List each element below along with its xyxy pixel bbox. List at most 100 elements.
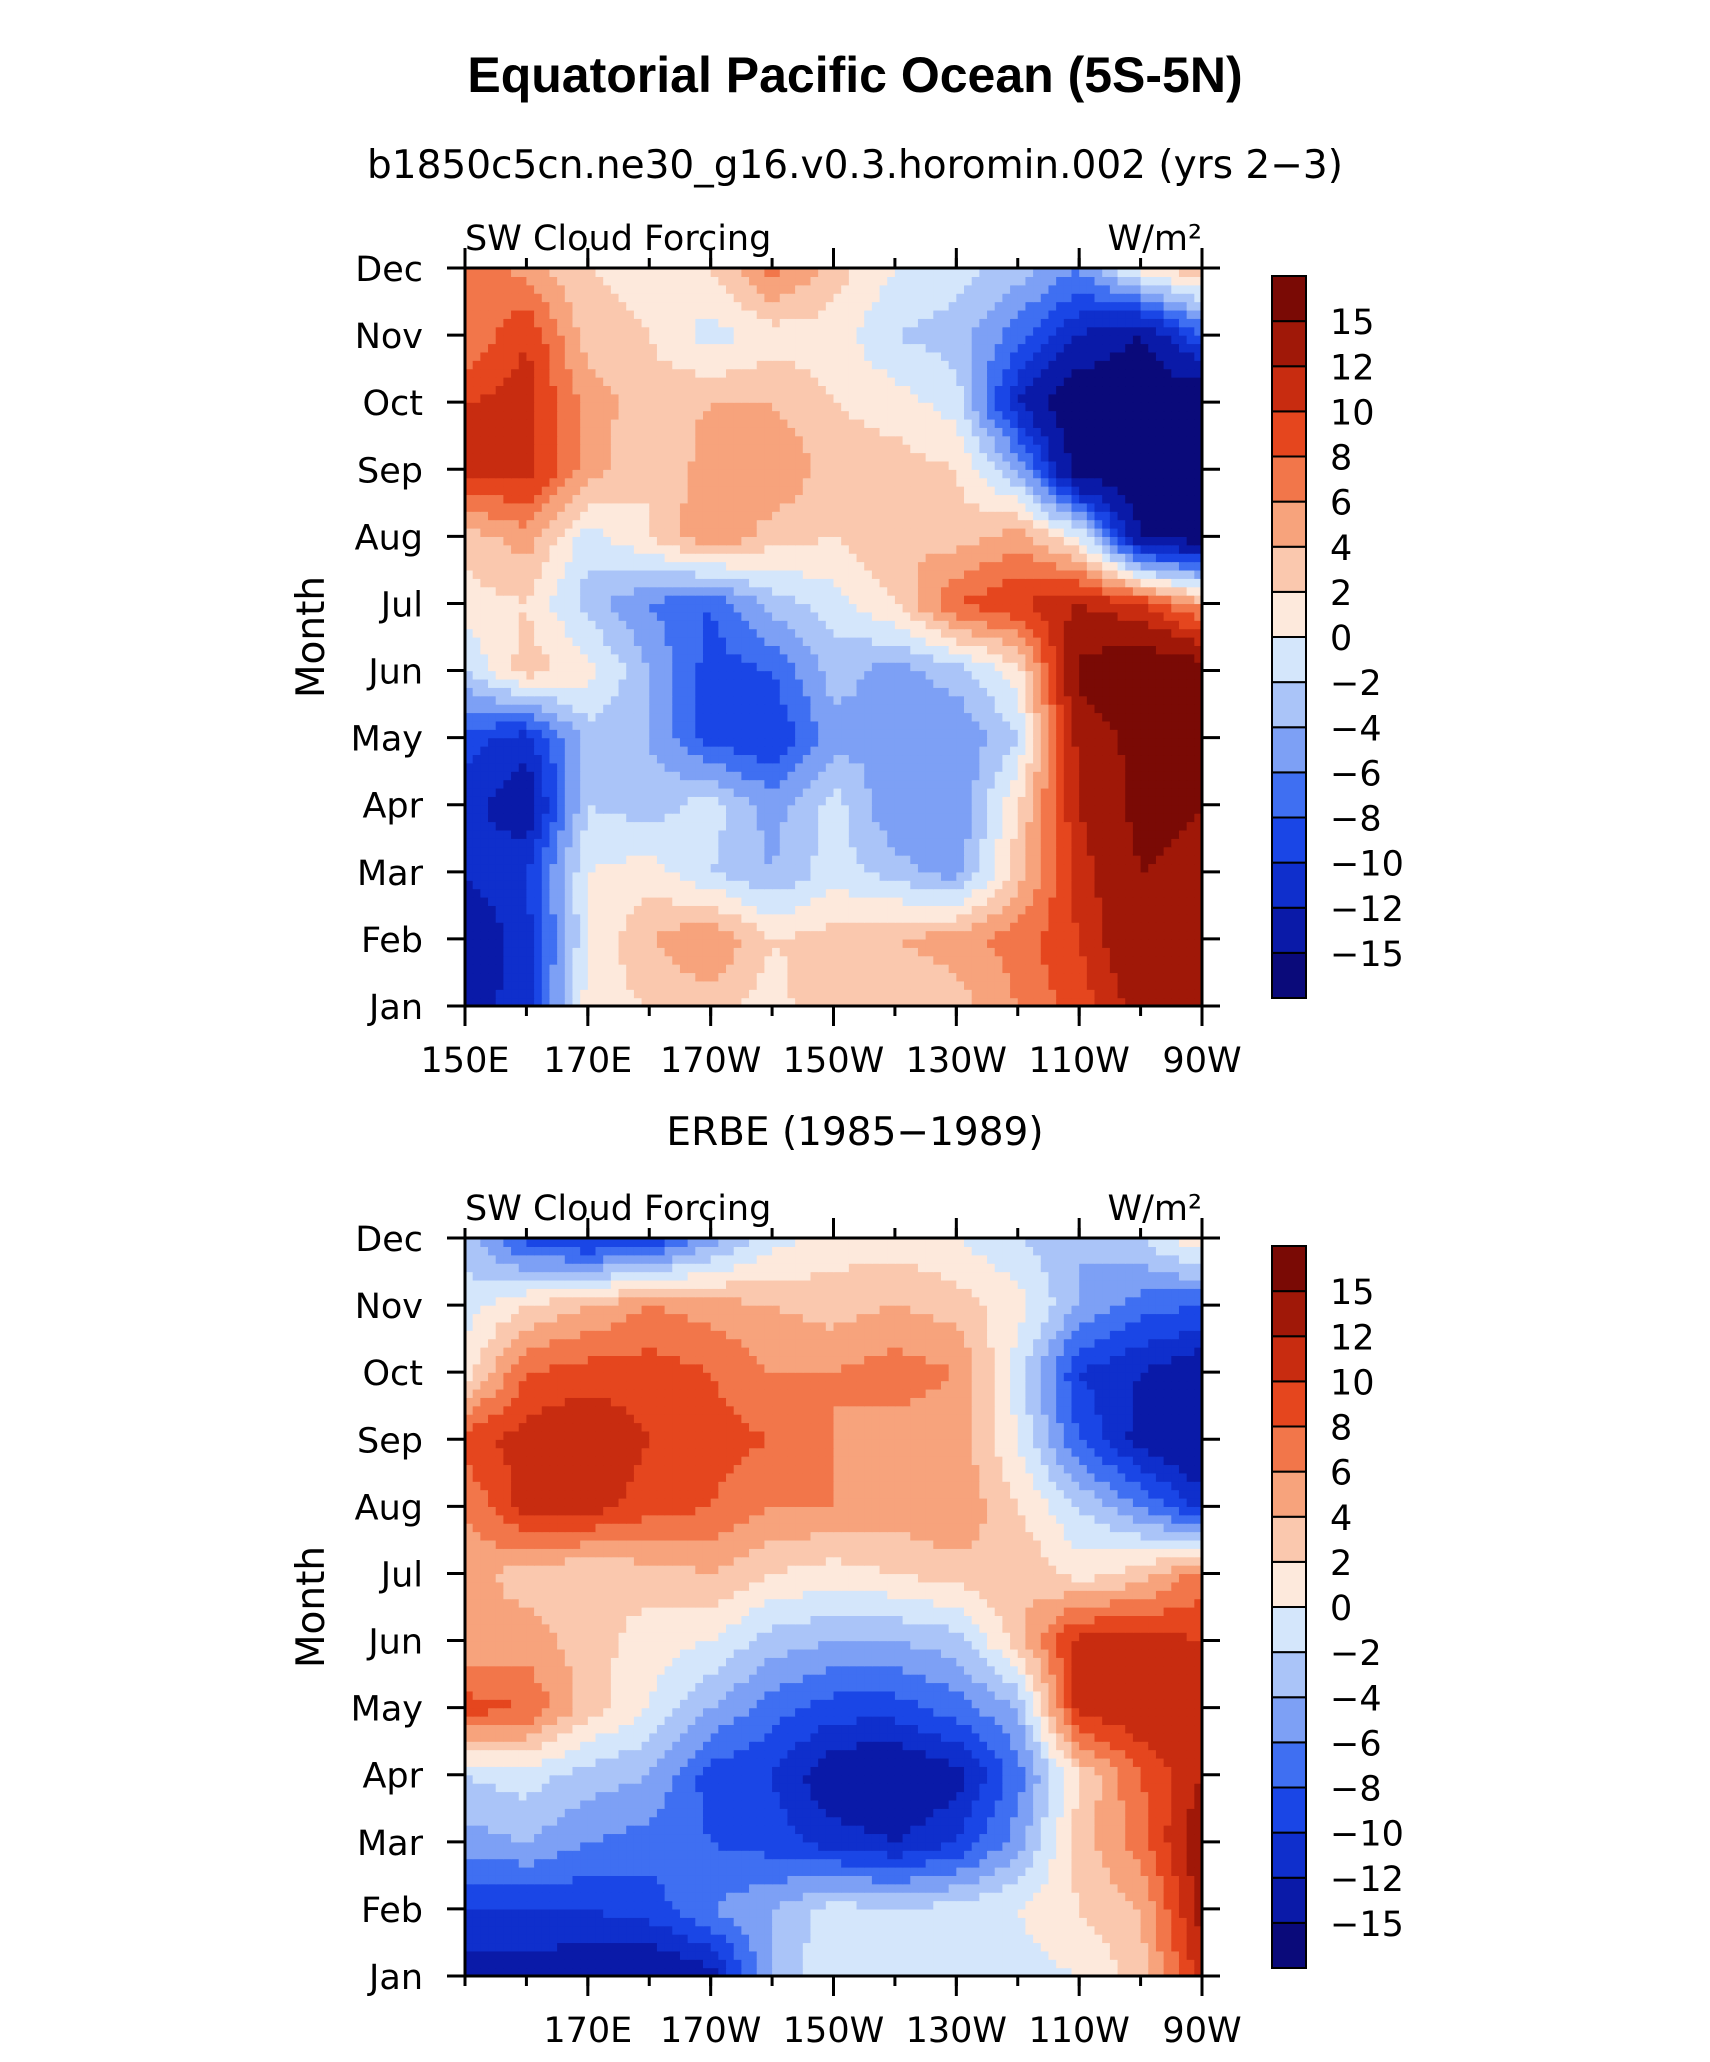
contour-cell [848,762,858,772]
contour-cell [802,964,812,974]
contour-cell [626,880,635,890]
contour-cell [1010,947,1019,957]
contour-cell [1040,821,1050,831]
contour-cell [856,637,865,646]
contour-cell [1063,888,1073,898]
contour-cell [841,888,850,898]
contour-cell [925,762,934,772]
contour-cell [887,930,896,940]
contour-cell [964,947,973,957]
contour-cell [841,930,850,940]
contour-cell [1040,989,1050,999]
contour-cell [1010,729,1019,739]
contour-cell [841,771,850,781]
contour-cell [1186,888,1195,898]
contour-cell [1033,578,1042,588]
contour-cell [472,804,481,814]
contour-cell [534,821,543,831]
contour-cell [1048,762,1057,772]
contour-cell [902,628,911,638]
contour-cell [710,838,719,848]
contour-cell [1071,997,1080,1006]
contour-cell [917,871,927,881]
contour-cell [656,930,666,940]
contour-cell [580,980,589,990]
contour-cell [848,645,858,655]
contour-cell [994,662,1003,672]
contour-cell [618,905,627,915]
contour-cell [672,637,681,646]
contour-cell [971,980,980,990]
contour-cell [1063,645,1073,655]
contour-cell [541,687,551,697]
contour-cell [465,737,474,747]
contour-cell [649,687,658,697]
contour-cell [1117,947,1126,957]
contour-cell [818,922,827,932]
contour-cell [695,930,704,940]
contour-cell [488,620,497,630]
contour-cell [626,972,635,982]
contour-cell [994,880,1003,890]
contour-cell [802,997,812,1006]
contour-cell [1086,628,1096,638]
contour-cell [1117,762,1126,772]
contour-cell [1063,771,1073,781]
contour-cell [518,813,528,823]
contour-cell [933,695,942,705]
contour-cell [656,787,666,797]
contour-cell [518,863,528,873]
contour-cell [956,989,965,999]
contour-cell [541,595,551,605]
panel-top: b1850c5cn.ne30_g16.v0.3.horomin.002 (yrs… [289,143,1404,1081]
contour-cell [1071,595,1080,605]
contour-cell [472,737,481,747]
contour-cell [595,628,604,638]
contour-cell [564,754,574,764]
contour-cell [894,628,904,638]
contour-cell [1071,855,1080,865]
contour-cell [518,595,528,605]
contour-cell [1040,846,1050,856]
contour-cell [1025,746,1034,756]
contour-cell [795,964,804,974]
contour-cell [1155,938,1165,948]
contour-cell [1017,972,1027,982]
contour-cell [871,980,881,990]
contour-cell [1025,595,1034,605]
contour-cell [1178,712,1188,722]
contour-cell [848,779,858,789]
contour-cell [572,762,581,772]
contour-cell [518,712,528,722]
contour-cell [656,829,666,839]
contour-cell [1194,787,1202,797]
contour-cell [626,746,635,756]
contour-cell [503,637,512,646]
contour-cell [649,637,658,646]
contour-cell [1010,989,1019,999]
contour-cell [1071,637,1080,646]
contour-cell [948,871,957,881]
contour-cell [610,737,620,747]
contour-cell [802,787,812,797]
contour-cell [603,670,612,680]
contour-cell [933,938,942,948]
contour-cell [656,779,666,789]
contour-cell [864,838,873,848]
contour-cell [1002,754,1011,764]
contour-cell [1025,813,1034,823]
contour-cell [480,762,489,772]
contour-cell [587,964,597,974]
contour-cell [564,578,574,588]
contour-cell [587,938,597,948]
contour-cell [511,662,520,672]
contour-cell [603,821,612,831]
contour-cell [687,595,696,605]
contour-cell [587,670,597,680]
contour-cell [603,989,612,999]
contour-cell [641,662,650,672]
contour-cell [818,997,827,1006]
contour-cell [1025,888,1034,898]
contour-cell [756,972,766,982]
contour-cell [472,720,481,730]
